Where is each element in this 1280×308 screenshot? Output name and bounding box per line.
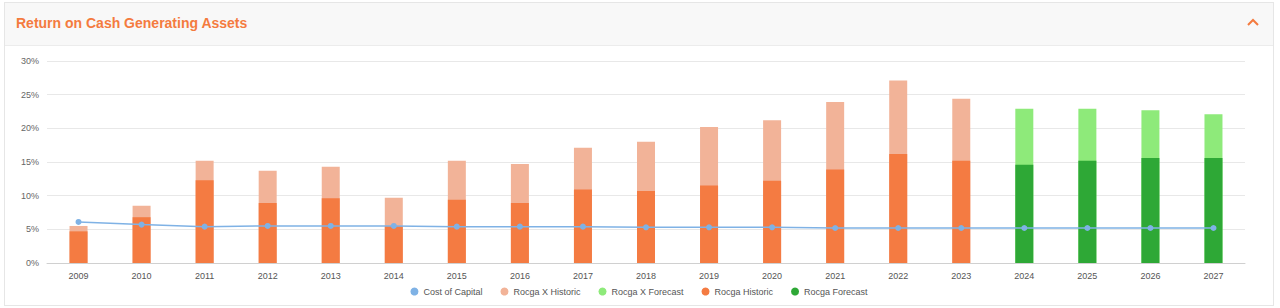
svg-text:2020: 2020 bbox=[762, 271, 782, 281]
svg-text:10%: 10% bbox=[21, 191, 39, 201]
svg-text:2022: 2022 bbox=[888, 271, 908, 281]
svg-text:2012: 2012 bbox=[258, 271, 278, 281]
svg-text:2015: 2015 bbox=[447, 271, 467, 281]
svg-text:Cost of Capital: Cost of Capital bbox=[423, 287, 482, 297]
svg-text:Rocga X Forecast: Rocga X Forecast bbox=[611, 287, 684, 297]
svg-text:15%: 15% bbox=[21, 157, 39, 167]
svg-text:2021: 2021 bbox=[825, 271, 845, 281]
html-text:Return on Cash Generating Asse: Return on Cash Generating Assets bbox=[16, 15, 248, 31]
svg-text:2013: 2013 bbox=[321, 271, 341, 281]
svg-text:2025: 2025 bbox=[1077, 271, 1097, 281]
svg-text:20%: 20% bbox=[21, 123, 39, 133]
svg-text:Rocga Historic: Rocga Historic bbox=[715, 287, 774, 297]
svg-text:2009: 2009 bbox=[69, 271, 89, 281]
svg-text:2019: 2019 bbox=[699, 271, 719, 281]
svg-text:2016: 2016 bbox=[510, 271, 530, 281]
svg-text:2026: 2026 bbox=[1140, 271, 1160, 281]
svg-text:2024: 2024 bbox=[1014, 271, 1034, 281]
svg-text:25%: 25% bbox=[21, 90, 39, 100]
svg-text:Rocga X Historic: Rocga X Historic bbox=[513, 287, 581, 297]
svg-text:2023: 2023 bbox=[951, 271, 971, 281]
svg-text:30%: 30% bbox=[21, 56, 39, 66]
svg-text:2027: 2027 bbox=[1203, 271, 1223, 281]
svg-text:2018: 2018 bbox=[636, 271, 656, 281]
svg-text:2011: 2011 bbox=[195, 271, 214, 281]
svg-text:Rocga Forecast: Rocga Forecast bbox=[804, 287, 868, 297]
svg-text:2017: 2017 bbox=[573, 271, 593, 281]
svg-text:2014: 2014 bbox=[384, 271, 404, 281]
svg-text:0%: 0% bbox=[26, 258, 39, 268]
svg-text:2010: 2010 bbox=[132, 271, 152, 281]
svg-text:5%: 5% bbox=[26, 224, 39, 234]
